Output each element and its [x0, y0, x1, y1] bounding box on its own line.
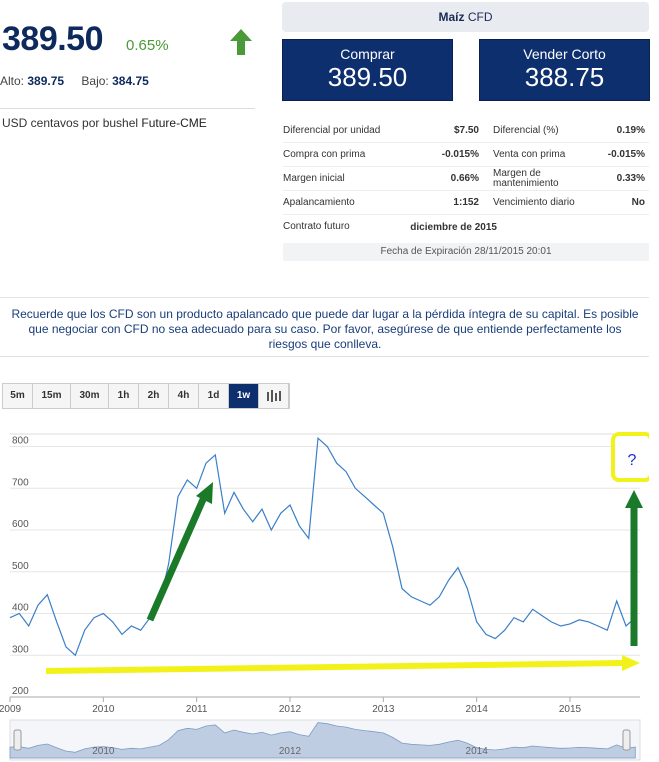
detail-value: -0.015% [441, 149, 479, 160]
detail-label: Compra con prima [283, 148, 366, 160]
green-vertical-arrow [625, 490, 643, 646]
details-table: Diferencial por unidad $7.50 Diferencial… [283, 119, 649, 239]
divider [0, 356, 649, 357]
expiry-date: Fecha de Expiración 28/11/2015 20:01 [283, 243, 649, 261]
details-row: Diferencial por unidad $7.50 Diferencial… [283, 119, 649, 143]
yellow-horizontal-arrow [45, 655, 640, 674]
detail-value: No [631, 197, 645, 208]
current-price: 389.50 [2, 20, 104, 58]
x-tick-label: 2015 [559, 704, 582, 715]
instrument-header-tab[interactable]: Maíz CFD [282, 2, 649, 32]
question-mark: ? [628, 452, 637, 469]
divider [0, 297, 649, 298]
detail-value: 0.66% [450, 173, 479, 184]
up-arrow-icon [230, 29, 252, 55]
navigator[interactable]: 2010 2012 2014 [9, 719, 641, 761]
x-tick-label: 2012 [279, 704, 302, 715]
instrument-type: CFD [467, 10, 493, 24]
instrument-description: USD centavos por bushel Future-CME [2, 116, 207, 130]
navigator-tick-label: 2014 [466, 746, 489, 757]
details-row: Compra con prima -0.015% Venta con prima… [283, 143, 649, 167]
detail-value: $7.50 [453, 125, 479, 136]
y-tick-label: 500 [12, 561, 29, 572]
x-tick-label: 2011 [186, 704, 208, 715]
high-value: 389.75 [27, 74, 65, 88]
y-tick-label: 800 [12, 436, 29, 447]
x-tick-label: 2014 [466, 704, 489, 715]
timeframe-1h[interactable]: 1h [109, 384, 139, 408]
y-tick-label: 300 [12, 644, 29, 655]
exchange-name: Future-CME [141, 116, 207, 130]
buy-price: 389.50 [327, 62, 408, 92]
sell-price: 388.75 [524, 62, 605, 92]
y-tick-label: 600 [12, 519, 29, 530]
sell-short-button[interactable]: Vender Corto 388.75 [479, 39, 650, 101]
question-annotation-box: ? [611, 432, 649, 482]
navigator-tick-label: 2010 [92, 746, 115, 757]
timeframe-15m[interactable]: 15m [33, 384, 71, 408]
buy-label: Comprar [340, 46, 395, 62]
detail-label: Apalancamiento [283, 196, 355, 208]
candlestick-icon[interactable] [259, 384, 289, 408]
navigator-left-handle[interactable] [13, 729, 22, 751]
risk-warning: Recuerde que los CFD son un producto apa… [11, 307, 639, 351]
detail-label: Contrato futuro [283, 221, 350, 232]
details-row: Contrato futuro diciembre de 2015 [283, 215, 649, 239]
x-tick-label: 2013 [372, 704, 395, 715]
buy-button[interactable]: Comprar 389.50 [282, 39, 453, 101]
detail-label: Margen de mantenimiento [493, 167, 559, 189]
timeframe-1d[interactable]: 1d [199, 384, 229, 408]
high-low-row: Alto: 389.75 Bajo: 384.75 [0, 74, 163, 88]
green-trend-arrow-up [146, 482, 213, 622]
x-tick-label: 2010 [92, 704, 115, 715]
low-label: Bajo: [81, 74, 109, 88]
timeframe-2h[interactable]: 2h [139, 384, 169, 408]
navigator-tick-label: 2012 [279, 746, 302, 757]
high-label: Alto: [0, 74, 25, 88]
detail-value: -0.015% [607, 149, 645, 160]
divider [0, 108, 255, 109]
detail-label: Margen inicial [283, 172, 345, 184]
details-row: Margen inicial 0.66% Margen de mantenimi… [283, 167, 649, 191]
detail-value: 0.19% [616, 125, 645, 136]
y-tick-label: 700 [12, 477, 29, 488]
detail-value: 0.33% [616, 173, 645, 184]
unit-text: USD centavos por bushel [2, 116, 139, 130]
timeframe-30m[interactable]: 30m [71, 384, 109, 408]
x-tick-label: 2009 [0, 704, 22, 715]
navigator-right-handle[interactable] [622, 729, 631, 751]
y-tick-label: 400 [12, 603, 29, 614]
y-tick-label: 200 [12, 686, 29, 697]
detail-label: Diferencial por unidad [283, 124, 381, 136]
detail-value: diciembre de 2015 [410, 221, 497, 233]
timeframe-1w[interactable]: 1w [229, 384, 259, 408]
instrument-name: Maíz [438, 10, 465, 24]
low-value: 384.75 [112, 74, 149, 88]
navigator-area [9, 722, 636, 759]
sell-label: Vender Corto [523, 46, 606, 62]
detail-value: 1:152 [453, 197, 479, 208]
timeframe-selector: 5m 15m 30m 1h 2h 4h 1d 1w [2, 383, 290, 409]
timeframe-4h[interactable]: 4h [169, 384, 199, 408]
price-change-percent: 0.65% [126, 37, 169, 54]
timeframe-5m[interactable]: 5m [3, 384, 33, 408]
details-row: Apalancamiento 1:152 Vencimiento diario … [283, 191, 649, 215]
detail-label: Venta con prima [493, 148, 566, 160]
price-line [9, 436, 636, 657]
detail-label: Diferencial (%) [493, 124, 559, 136]
detail-label: Vencimiento diario [493, 196, 575, 208]
